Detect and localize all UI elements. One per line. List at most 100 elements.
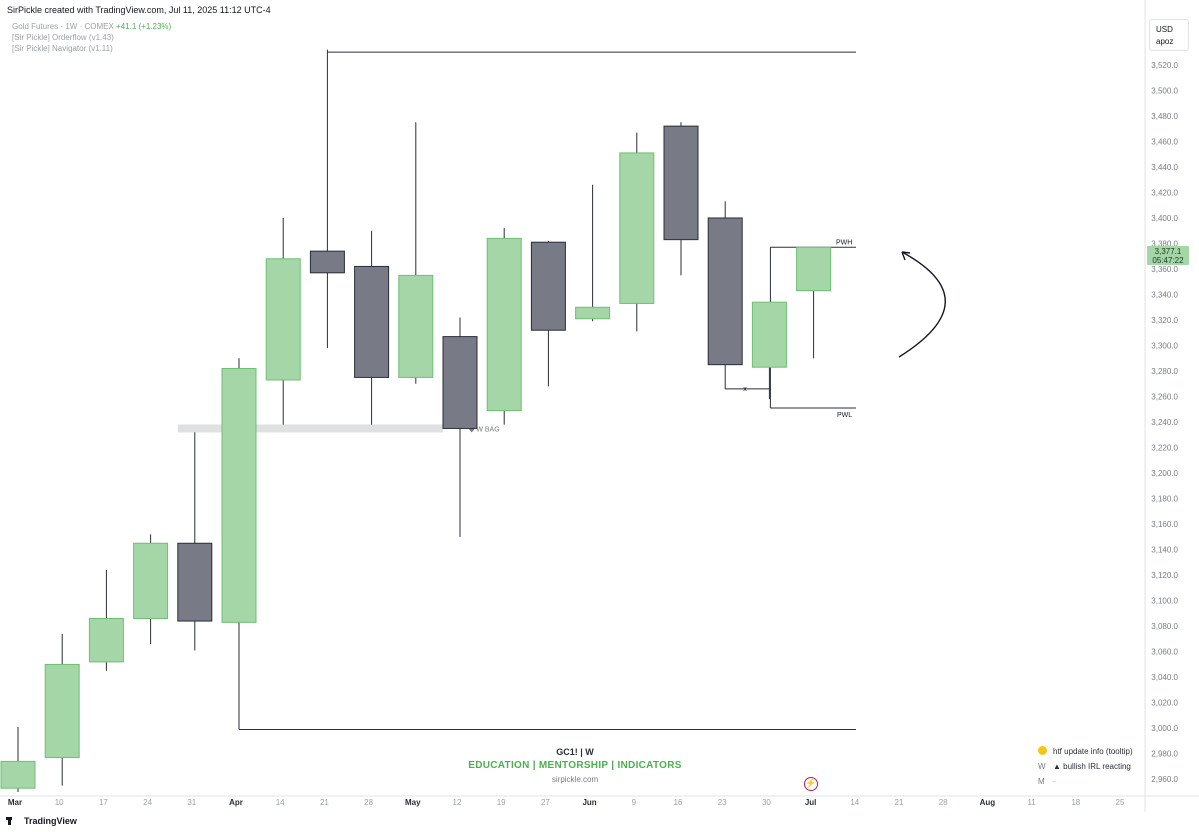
x-tick-label: 16 xyxy=(674,798,683,807)
x-tick-label: 21 xyxy=(320,798,329,807)
y-tick-label: 3,480.0 xyxy=(1151,112,1178,121)
bull-candle xyxy=(575,306,611,320)
y-tick-label: 3,200.0 xyxy=(1151,469,1178,478)
bull-candle xyxy=(751,301,787,368)
y-tick-label: 2,960.0 xyxy=(1151,775,1178,784)
x-tick-label: 31 xyxy=(187,798,196,807)
y-tick-label: 3,340.0 xyxy=(1151,291,1178,300)
candles-layer xyxy=(0,49,832,792)
status-value: - xyxy=(1053,777,1056,786)
y-tick-label: 3,240.0 xyxy=(1151,418,1178,427)
y-tick-label: 3,020.0 xyxy=(1151,699,1178,708)
y-tick-label: 3,360.0 xyxy=(1151,265,1178,274)
currency-label: USD xyxy=(1156,25,1173,34)
watermark-tagline: EDUCATION | MENTORSHIP | INDICATORS xyxy=(468,760,682,771)
bear-candle xyxy=(177,542,213,622)
pwl-label: PWL xyxy=(837,412,852,419)
x-tick-label: 27 xyxy=(541,798,550,807)
y-tick-label: 2,980.0 xyxy=(1151,750,1178,759)
x-tick-label: 14 xyxy=(850,798,859,807)
x-tick-label: 10 xyxy=(55,798,64,807)
bull-candle xyxy=(0,760,36,789)
x-tick-label: 9 xyxy=(632,798,637,807)
x-tick-label: Mar xyxy=(8,798,22,807)
bar-countdown: 05:47:22 xyxy=(1152,256,1184,265)
status-key: W xyxy=(1038,762,1046,771)
y-tick-label: 3,160.0 xyxy=(1151,520,1178,529)
watermark-symbol: GC1! | W xyxy=(556,747,594,757)
bull-candle xyxy=(796,246,832,292)
x-tick-label: 23 xyxy=(718,798,727,807)
bear-candle xyxy=(309,250,345,274)
y-tick-label: 3,180.0 xyxy=(1151,495,1178,504)
y-tick-label: 3,440.0 xyxy=(1151,163,1178,172)
x-tick-label: May xyxy=(405,798,421,807)
y-tick-label: 3,100.0 xyxy=(1151,597,1178,606)
status-value: ▲ bullish IRL reacting xyxy=(1053,762,1131,771)
yellow-dot-icon xyxy=(1038,746,1047,755)
bull-candle xyxy=(88,618,124,663)
bear-candle xyxy=(442,336,478,429)
w-bag-label: ◆ W BAG xyxy=(469,426,500,433)
y-tick-label: 3,080.0 xyxy=(1151,622,1178,631)
bear-candle xyxy=(354,265,390,378)
y-tick-label: 3,300.0 xyxy=(1151,342,1178,351)
w-bag-zone xyxy=(177,424,444,433)
x-tick-label: 21 xyxy=(895,798,904,807)
bull-candle xyxy=(486,237,522,412)
last-price: 3,377.1 xyxy=(1154,247,1182,256)
y-tick-label: 3,280.0 xyxy=(1151,367,1178,376)
tradingview-logo[interactable]: TradingView xyxy=(6,816,77,826)
bull-candle xyxy=(619,152,655,304)
x-tick-label: 28 xyxy=(364,798,373,807)
chart-caption: SirPickle created with TradingView.com, … xyxy=(7,5,271,15)
status-value: htf update info (tooltip) xyxy=(1053,747,1133,756)
indicator-legend-navigator[interactable]: [Sir Pickle] Navigator (v1.11) xyxy=(12,44,113,53)
status-key: M xyxy=(1038,777,1045,786)
x-tick-label: Apr xyxy=(229,798,243,807)
bear-candle xyxy=(663,125,699,241)
y-tick-label: 3,120.0 xyxy=(1151,571,1178,580)
bear-candle xyxy=(530,241,566,331)
price-change: +41.1 (+1.23%) xyxy=(116,22,172,31)
x-tick-label: 18 xyxy=(1071,798,1080,807)
arrow-head xyxy=(901,251,911,261)
x-tick-label: 12 xyxy=(453,798,462,807)
symbol-line: Gold Futures · 1W · COMEX xyxy=(12,22,114,31)
bull-candle xyxy=(44,663,80,759)
curved-arrow-annotation xyxy=(898,251,946,358)
tradingview-brand: TradingView xyxy=(24,816,77,826)
y-tick-label: 3,380.0 xyxy=(1151,239,1178,248)
x-tick-label: 11 xyxy=(1027,798,1036,807)
lightning-icon[interactable]: ⚡ xyxy=(804,777,818,791)
indicator-legend-orderflow[interactable]: [Sir Pickle] Orderflow (v1.43) xyxy=(12,33,114,42)
x-tick-label: Jul xyxy=(805,798,817,807)
x-tick-label: 17 xyxy=(99,798,108,807)
bull-candle xyxy=(265,258,301,381)
x-marker-label: x xyxy=(743,386,747,393)
currency-selector[interactable]: USD apoz xyxy=(1149,19,1189,51)
y-tick-label: 3,220.0 xyxy=(1151,444,1178,453)
price-grid xyxy=(0,0,1199,812)
bull-candle xyxy=(133,542,169,620)
status-row-monthly: M - xyxy=(1038,774,1133,789)
time-axis: Mar 10 17 24 31 Apr 14 21 28 May 12 19 27 Jun 9 16 23 30 J… xyxy=(8,798,1125,807)
bull-candle xyxy=(398,274,434,378)
y-tick-label: 3,320.0 xyxy=(1151,316,1178,325)
x-tick-label: Jun xyxy=(582,798,596,807)
y-tick-label: 3,040.0 xyxy=(1151,673,1178,682)
x-tick-label: 19 xyxy=(497,798,506,807)
levels-layer: PWH PWL x ◆ W BAG xyxy=(177,51,856,730)
bull-candle xyxy=(221,367,257,623)
x-tick-label: 14 xyxy=(276,798,285,807)
x-tick-label: 30 xyxy=(762,798,771,807)
price-axis: 2,960.0 2,980.0 3,000.0 3,020.0 3,040.0 3,060… xyxy=(1151,61,1178,784)
status-row-weekly: W ▲ bullish IRL reacting xyxy=(1038,759,1133,774)
y-tick-label: 3,420.0 xyxy=(1151,188,1178,197)
status-row-tooltip[interactable]: htf update info (tooltip) xyxy=(1038,744,1133,759)
bear-candle xyxy=(707,217,743,366)
watermark-site: sirpickle.com xyxy=(551,775,599,784)
y-tick-label: 3,060.0 xyxy=(1151,648,1178,657)
last-price-tag: 3,377.1 05:47:22 xyxy=(1147,246,1189,265)
